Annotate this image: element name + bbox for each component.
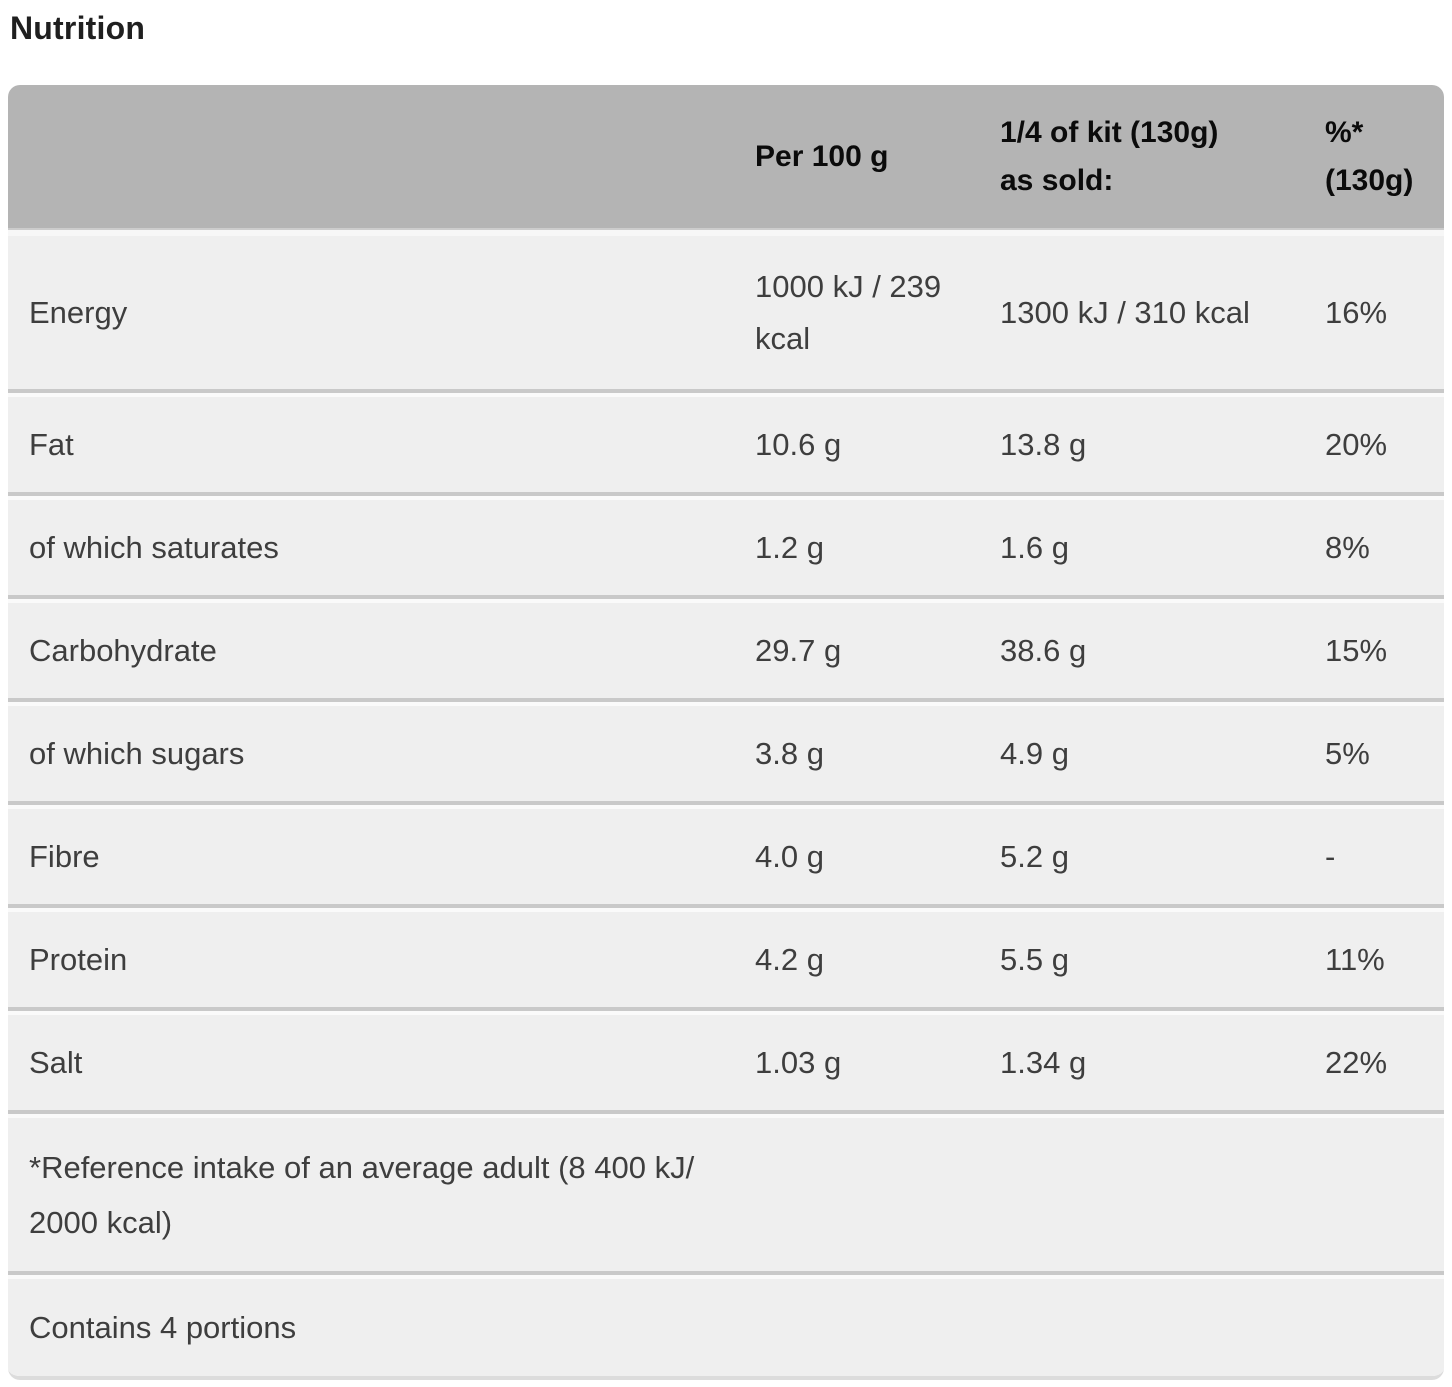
table-row-saturates: of which saturates 1.2 g 1.6 g 8% [8,500,1444,595]
table-header-row: Per 100 g 1/4 of kit (130g) as sold: %* … [8,85,1444,228]
table-row-protein: Protein 4.2 g 5.5 g 11% [8,912,1444,1007]
footnote-row-portions: Contains 4 portions [8,1279,1444,1376]
value-per-100g: 4.2 g [755,941,824,977]
row-label: Carbohydrate [29,632,217,668]
value-per-100g: 4.0 g [755,838,824,874]
value-per-portion: 1.6 g [1000,529,1069,565]
row-divider [8,1271,1444,1279]
value-reference-intake: 16% [1325,294,1388,330]
row-label: Protein [29,941,128,977]
table-row-fibre: Fibre 4.0 g 5.2 g - [8,809,1444,904]
header-per-portion-line2: as sold: [1000,163,1114,197]
value-per-100g: 10.6 g [755,426,842,462]
value-reference-intake: - [1325,838,1336,874]
value-per-100g: 1.2 g [755,529,824,565]
row-divider [8,228,1444,236]
header-reference-intake-line1: %* [1325,115,1364,149]
value-per-portion: 13.8 g [1000,426,1087,462]
value-per-100g: 1.03 g [755,1044,842,1080]
row-divider [8,1007,1444,1015]
row-divider [8,1110,1444,1118]
portions-text: Contains 4 portions [29,1310,297,1345]
table-row-carbohydrate: Carbohydrate 29.7 g 38.6 g 15% [8,603,1444,698]
value-per-100g: 1000 kJ / 239 kcal [755,268,942,356]
row-divider [8,698,1444,706]
row-label: Energy [29,294,128,330]
value-reference-intake: 22% [1325,1044,1388,1080]
header-reference-intake-line2: (130g) [1325,163,1414,197]
row-divider [8,492,1444,500]
value-per-portion: 5.2 g [1000,838,1069,874]
footnote-text: *Reference intake of an average adult (8… [29,1149,695,1240]
row-label: Salt [29,1044,83,1080]
value-reference-intake: 15% [1325,632,1388,668]
value-reference-intake: 8% [1325,529,1370,565]
value-reference-intake: 11% [1325,941,1385,977]
row-divider [8,904,1444,912]
value-per-portion: 38.6 g [1000,632,1087,668]
row-label: Fat [29,426,74,462]
row-label: Fibre [29,838,100,874]
value-per-100g: 3.8 g [755,735,824,771]
row-divider [8,389,1444,397]
table-row-sugars: of which sugars 3.8 g 4.9 g 5% [8,706,1444,801]
value-per-portion: 1.34 g [1000,1044,1087,1080]
header-per-portion-line1: 1/4 of kit (130g) [1000,115,1219,149]
row-label: of which sugars [29,735,245,771]
footnote-row-reference-intake: *Reference intake of an average adult (8… [8,1118,1444,1271]
value-reference-intake: 5% [1325,735,1370,771]
row-divider [8,801,1444,809]
page-title: Nutrition [10,10,146,46]
table-row-energy: Energy 1000 kJ / 239 kcal 1300 kJ / 310 … [8,236,1444,389]
nutrition-table: Per 100 g 1/4 of kit (130g) as sold: %* … [8,85,1444,1380]
value-per-portion: 1300 kJ / 310 kcal [1000,294,1250,330]
table-row-fat: Fat 10.6 g 13.8 g 20% [8,397,1444,492]
value-per-portion: 4.9 g [1000,735,1069,771]
header-reference-intake: %* (130g) [1325,109,1444,205]
table-row-salt: Salt 1.03 g 1.34 g 22% [8,1015,1444,1110]
header-per-portion: 1/4 of kit (130g) as sold: [1000,109,1325,205]
row-divider [8,595,1444,603]
value-per-100g: 29.7 g [755,632,842,668]
value-reference-intake: 20% [1325,426,1388,462]
row-label: of which saturates [29,529,279,565]
value-per-portion: 5.5 g [1000,941,1069,977]
header-per-100g: Per 100 g [755,139,889,173]
